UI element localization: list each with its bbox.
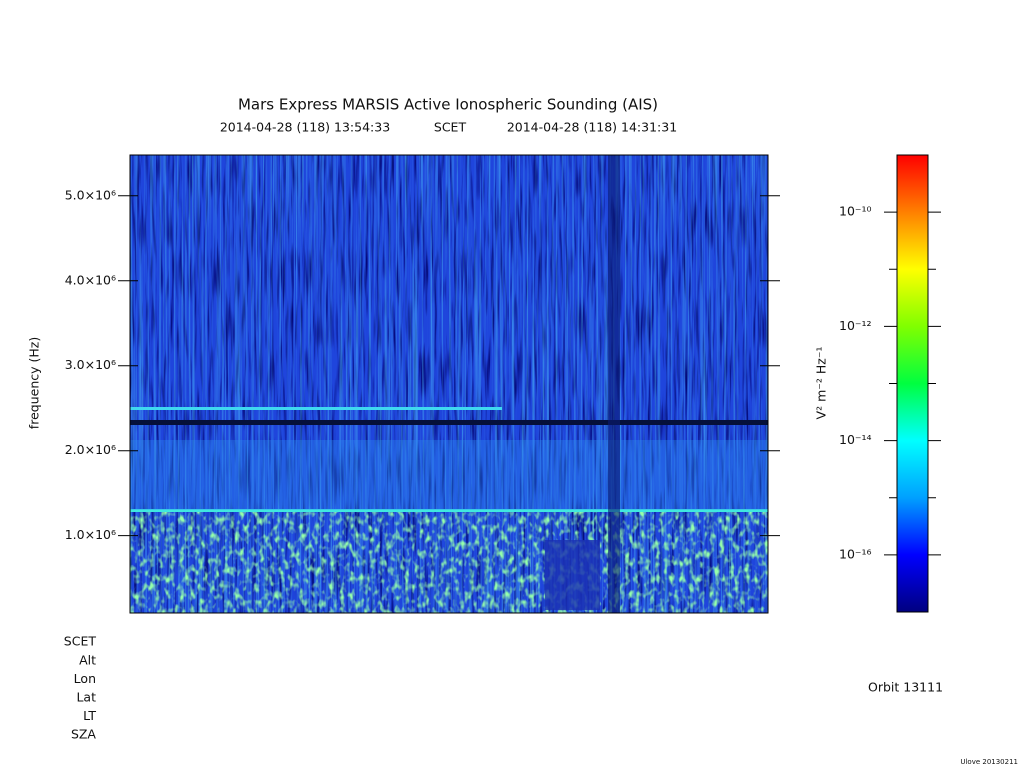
- spectrogram: [129, 154, 769, 614]
- x-axis-label: SCET: [64, 634, 97, 649]
- end-time: 2014-04-28 (118) 14:31:31: [507, 120, 677, 135]
- spectrogram-band: [130, 407, 502, 410]
- colorbar: [896, 154, 929, 613]
- ephemeris-label: SZA: [71, 727, 96, 742]
- colorbar-label: V² m⁻² Hz⁻¹: [814, 347, 829, 420]
- spectrogram-band: [130, 509, 768, 512]
- ephemeris-label: Lon: [74, 671, 96, 686]
- spectrogram-band: [130, 440, 768, 510]
- spectrogram-band: [130, 420, 768, 425]
- ephemeris-label: Lat: [76, 690, 96, 705]
- colorbar-tick-label: 10⁻¹⁰: [839, 204, 872, 219]
- y-tick-label: 5.0×10⁶: [65, 187, 116, 202]
- y-tick-label: 3.0×10⁶: [65, 357, 116, 372]
- ephemeris-label: LT: [83, 708, 96, 723]
- plot-frame: [129, 154, 769, 614]
- start-time: 2014-04-28 (118) 13:54:33: [220, 120, 390, 135]
- y-tick-label: 4.0×10⁶: [65, 272, 116, 287]
- chart-title: Mars Express MARSIS Active Ionospheric S…: [238, 96, 658, 114]
- ephemeris-label: Alt: [79, 653, 96, 668]
- y-tick-label: 2.0×10⁶: [65, 442, 116, 457]
- colorbar-tick-label: 10⁻¹⁶: [839, 546, 872, 561]
- y-tick-label: 1.0×10⁶: [65, 527, 116, 542]
- spectrogram-texture: [545, 540, 600, 610]
- time-system: SCET: [434, 120, 467, 135]
- spectrogram-texture: [130, 512, 768, 613]
- y-axis-label: frequency (Hz): [27, 337, 42, 429]
- orbit-label: Orbit 13111: [868, 680, 943, 695]
- footer: Ulove 20130211: [960, 758, 1018, 766]
- spectrogram-texture: [608, 155, 620, 613]
- colorbar-tick-label: 10⁻¹⁴: [839, 432, 872, 447]
- colorbar-tick-label: 10⁻¹²: [839, 318, 872, 333]
